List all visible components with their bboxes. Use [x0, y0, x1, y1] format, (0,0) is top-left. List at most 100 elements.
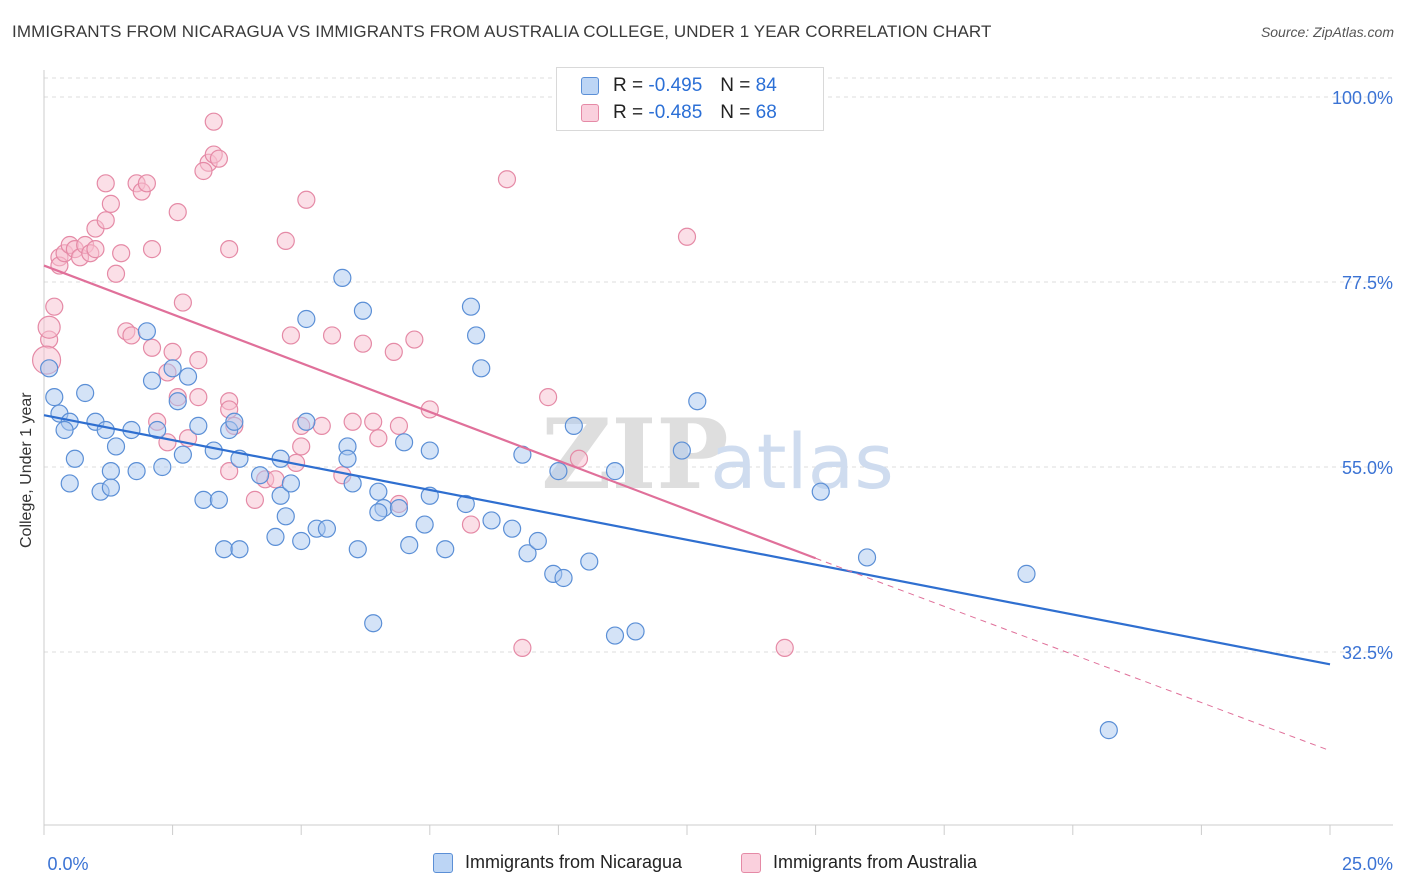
nicaragua-point: [343, 474, 362, 493]
legend-n-value: 84: [755, 75, 777, 96]
australia-point: [677, 227, 697, 246]
australia-point: [389, 416, 409, 435]
nicaragua-point: [173, 445, 192, 464]
trend-line-australia: [43, 264, 816, 560]
australia-point: [497, 170, 517, 189]
nicaragua-point: [230, 540, 249, 559]
axes: [43, 70, 1393, 835]
nicaragua-point: [189, 416, 208, 435]
nicaragua-point: [276, 507, 295, 526]
nicaragua-point: [281, 474, 301, 493]
nicaragua-point: [415, 515, 434, 534]
australia-point: [569, 449, 589, 468]
nicaragua-point: [142, 371, 162, 390]
australia-point: [343, 412, 362, 431]
australia-point: [173, 293, 192, 312]
nicaragua-point: [1099, 721, 1118, 740]
nicaragua-point: [811, 482, 830, 501]
nicaragua-point: [461, 297, 481, 316]
legend-swatch-australia: [741, 852, 761, 873]
watermark-atlas: atlas: [710, 417, 894, 506]
nicaragua-point: [148, 420, 167, 440]
australia-point: [101, 194, 120, 213]
nicaragua-point: [564, 416, 583, 435]
legend-swatch-australia: [581, 104, 599, 122]
nicaragua-point: [369, 482, 388, 501]
nicaragua-point: [528, 531, 547, 551]
legend-row-nicaragua: R = -0.495 N = 84: [581, 74, 777, 98]
australia-point: [312, 416, 331, 435]
australia-point: [539, 388, 558, 407]
nicaragua-point: [55, 420, 74, 440]
legend-label-australia: Immigrants from Australia: [773, 852, 978, 872]
trend-line-australia-extension: [815, 557, 1331, 752]
watermark: ZIP atlas: [541, 398, 893, 511]
australia-point: [266, 470, 285, 489]
nicaragua-point: [605, 462, 625, 481]
chart-source: Source: ZipAtlas.com: [1260, 24, 1394, 40]
nicaragua-point: [297, 412, 316, 431]
nicaragua-point: [250, 466, 270, 485]
australia-point: [45, 297, 64, 316]
nicaragua-point: [127, 462, 146, 481]
australia-point: [281, 326, 301, 345]
legend-row-australia: R = -0.485 N = 68: [581, 101, 777, 125]
nicaragua-point: [163, 359, 182, 378]
australia-point: [775, 638, 794, 657]
australia-point: [461, 515, 481, 534]
nicaragua-point: [436, 540, 455, 559]
legend-item-nicaragua[interactable]: Immigrants from Nicaragua: [433, 852, 682, 873]
stats-legend: R = -0.495 N = 84 R = -0.485 N = 68: [556, 67, 824, 131]
nicaragua-point: [297, 309, 316, 329]
australia-point: [189, 388, 208, 407]
nicaragua-point: [338, 449, 357, 468]
chart-title: IMMIGRANTS FROM NICARAGUA VS IMMIGRANTS …: [12, 22, 992, 41]
x-tick-label: 25.0%: [1342, 854, 1393, 874]
australia-point: [37, 315, 61, 339]
nicaragua-point: [554, 568, 573, 588]
y-tick-label: 77.5%: [1342, 273, 1393, 293]
nicaragua-point: [266, 527, 285, 546]
nicaragua-point: [549, 462, 568, 481]
australia-point: [364, 412, 383, 431]
nicaragua-point: [580, 552, 599, 571]
australia-point: [204, 112, 223, 131]
legend-item-australia[interactable]: Immigrants from Australia: [741, 852, 977, 873]
australia-point: [369, 429, 388, 448]
nicaragua-point: [101, 478, 120, 497]
australia-point: [513, 638, 532, 657]
nicaragua-point: [101, 462, 120, 481]
nicaragua-point: [389, 499, 409, 518]
nicaragua-point: [369, 503, 388, 522]
nicaragua-point: [1017, 564, 1036, 583]
australia-point: [194, 161, 213, 181]
australia-point: [96, 211, 115, 230]
nicaragua-point: [214, 540, 234, 559]
nicaragua-point: [292, 531, 311, 551]
australia-point: [142, 240, 162, 259]
australia-point: [209, 149, 228, 168]
nicaragua-point: [209, 490, 228, 509]
australia-point: [220, 240, 239, 259]
grid-lines: [44, 77, 1393, 653]
nicaragua-point: [503, 519, 522, 538]
tick-labels: 32.5% 55.0% 77.5% 100.0% 0.0% 25.0%: [47, 88, 1393, 874]
nicaragua-point: [65, 449, 84, 468]
nicaragua-point: [317, 519, 337, 538]
nicaragua-point: [60, 474, 79, 493]
nicaragua-point: [518, 544, 537, 563]
australia-point: [384, 342, 403, 361]
nicaragua-point: [168, 392, 187, 411]
nicaragua-point: [472, 359, 491, 378]
nicaragua-point: [137, 322, 156, 341]
legend-r-value: -0.495: [648, 75, 703, 96]
nicaragua-point: [96, 420, 115, 440]
australia-point: [405, 330, 424, 349]
nicaragua-point: [225, 412, 244, 431]
australia-point: [86, 240, 105, 259]
legend-n-label: N =: [720, 102, 751, 123]
nicaragua-point: [204, 441, 223, 460]
watermark-zip: ZIP: [541, 398, 728, 511]
nicaragua-point: [348, 540, 367, 559]
